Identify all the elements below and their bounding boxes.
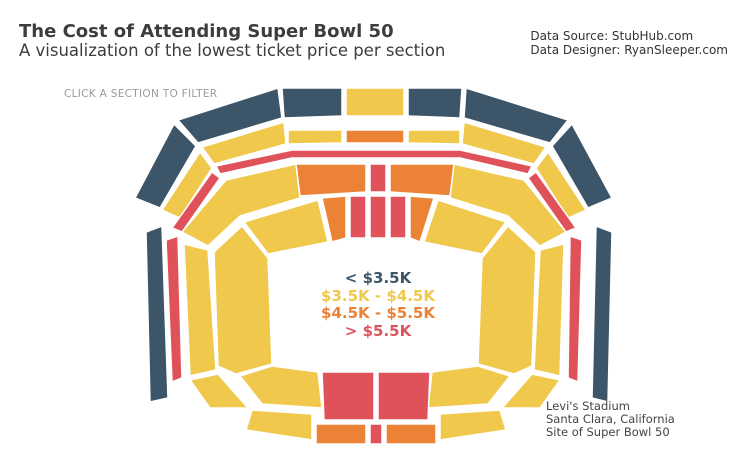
- section-upper-right-corner[interactable]: [551, 123, 613, 209]
- section-inner-right[interactable]: [477, 225, 537, 375]
- section-inner-left[interactable]: [213, 225, 273, 375]
- legend-under-3-5k[interactable]: < $3.5K: [344, 269, 412, 287]
- data-source-text: Data Source: StubHub.com: [530, 29, 694, 43]
- section-sideline-inner-2[interactable]: [349, 195, 367, 239]
- section-club-top-left[interactable]: [201, 121, 287, 165]
- field-area: [276, 260, 474, 366]
- section-lower-left-side[interactable]: [183, 243, 217, 377]
- section-sideline-inner-5[interactable]: [409, 195, 435, 243]
- legend-over-5-5k[interactable]: > $5.5K: [344, 321, 412, 340]
- legend-4-5k-5-5k[interactable]: $4.5K - $5.5K: [321, 304, 435, 322]
- section-sideline-top-1[interactable]: [295, 163, 367, 197]
- top-sideline: [295, 163, 455, 243]
- section-upper-top-left[interactable]: [177, 87, 283, 144]
- data-designer-text: Data Designer: RyanSleeper.com: [530, 43, 728, 57]
- chart-subtitle: A visualization of the lowest ticket pri…: [19, 41, 446, 60]
- section-inner-top-right[interactable]: [423, 199, 507, 255]
- section-lower-right-bottom-corner[interactable]: [501, 373, 561, 409]
- section-bottom-row-3[interactable]: [385, 423, 437, 445]
- section-club-top-right-center[interactable]: [407, 129, 461, 145]
- section-sideline-inner-1[interactable]: [321, 195, 347, 243]
- section-bottom-row-1[interactable]: [315, 423, 367, 445]
- venue-name: Levi's Stadium: [546, 399, 630, 413]
- section-sideline-top-2[interactable]: [369, 163, 387, 193]
- section-lower-right-side[interactable]: [533, 243, 565, 377]
- venue-location: Santa Clara, California: [546, 412, 675, 426]
- credits: Data Source: StubHub.com Data Designer: …: [530, 29, 728, 57]
- section-sideline-inner-3[interactable]: [369, 195, 387, 239]
- section-sideline-top-3[interactable]: [389, 163, 455, 197]
- section-inner-top-left[interactable]: [243, 199, 329, 255]
- section-bottom-field-right[interactable]: [439, 409, 507, 441]
- section-red-left-side[interactable]: [165, 235, 183, 383]
- section-upper-top-right[interactable]: [463, 87, 569, 144]
- upper-deck: [134, 87, 613, 403]
- section-club-top-left-center[interactable]: [287, 129, 343, 145]
- section-club-top-right[interactable]: [461, 121, 547, 165]
- club-ring: [161, 121, 587, 219]
- chart-title: The Cost of Attending Super Bowl 50: [19, 21, 394, 42]
- venue-note: Site of Super Bowl 50: [546, 425, 670, 439]
- section-bottom-field-left[interactable]: [245, 409, 313, 441]
- section-upper-top-center[interactable]: [345, 87, 405, 117]
- lower-bowl-outer: [181, 163, 567, 409]
- red-ring: [165, 149, 583, 383]
- section-red-top[interactable]: [215, 149, 533, 175]
- bottom-sideline: [245, 371, 507, 445]
- price-legend: < $3.5K $3.5K - $4.5K $4.5K - $5.5K > $5…: [298, 269, 458, 340]
- section-inner-bottom-left[interactable]: [239, 365, 323, 409]
- legend-3-5k-4-5k[interactable]: $3.5K - $4.5K: [321, 286, 435, 305]
- section-bottom-row-2[interactable]: [369, 423, 383, 445]
- section-upper-top-right-center[interactable]: [407, 87, 463, 119]
- section-sideline-bottom-right[interactable]: [377, 371, 431, 421]
- section-club-top-center[interactable]: [345, 129, 405, 144]
- section-inner-bottom-right[interactable]: [427, 365, 511, 409]
- section-sideline-inner-4[interactable]: [389, 195, 407, 239]
- section-lower-right-corner[interactable]: [449, 163, 567, 247]
- section-upper-top-left-center[interactable]: [281, 87, 343, 119]
- venue-info: Levi's Stadium Santa Clara, California S…: [546, 400, 675, 439]
- section-lower-left-bottom-corner[interactable]: [189, 373, 249, 409]
- section-sideline-bottom-left[interactable]: [321, 371, 375, 421]
- section-upper-right-side[interactable]: [591, 225, 613, 403]
- section-upper-left-corner[interactable]: [134, 123, 197, 209]
- lower-bowl-inner: [213, 199, 537, 409]
- filter-hint: CLICK A SECTION TO FILTER: [64, 88, 218, 100]
- section-red-right-side[interactable]: [567, 235, 583, 383]
- section-upper-left-side[interactable]: [145, 225, 169, 403]
